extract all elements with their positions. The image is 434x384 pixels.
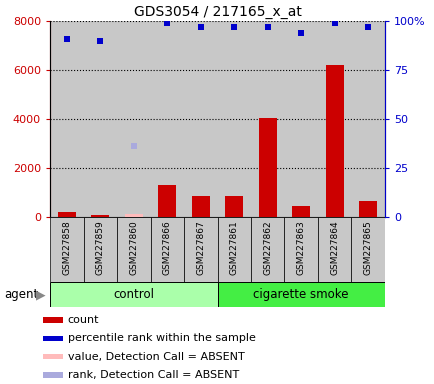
Bar [57,212,76,217]
Title: GDS3054 / 217165_x_at: GDS3054 / 217165_x_at [133,5,301,19]
Bar [284,217,317,282]
Bar [43,336,62,341]
Text: GSM227859: GSM227859 [95,220,105,275]
Bar [317,21,351,217]
Bar [91,215,109,217]
Text: count: count [68,315,99,325]
Bar [351,21,384,217]
Bar [150,21,184,217]
Bar [291,207,310,217]
Bar [191,196,210,217]
Text: GSM227861: GSM227861 [229,220,238,275]
Text: control: control [113,288,154,301]
Bar [317,217,351,282]
Bar [250,21,284,217]
Bar [124,214,143,217]
Text: GSM227863: GSM227863 [296,220,305,275]
Text: GSM227860: GSM227860 [129,220,138,275]
Bar [191,196,210,217]
Bar [291,207,310,217]
Bar [325,65,343,217]
Bar [258,118,276,217]
Text: agent: agent [4,288,39,301]
Bar [150,217,184,282]
Bar [358,201,377,217]
Bar [83,217,117,282]
Text: percentile rank within the sample: percentile rank within the sample [68,333,255,343]
Bar [224,196,243,217]
Text: GSM227858: GSM227858 [62,220,71,275]
Text: value, Detection Call = ABSENT: value, Detection Call = ABSENT [68,352,244,362]
Bar [50,217,83,282]
Bar [124,214,143,217]
Bar [224,196,243,217]
Text: GSM227866: GSM227866 [162,220,171,275]
Bar [217,282,384,307]
Bar [57,212,76,217]
Bar [258,118,276,217]
Bar [43,354,62,359]
Bar [117,217,150,282]
Text: GSM227865: GSM227865 [363,220,372,275]
Bar [250,217,284,282]
Bar [351,217,384,282]
Bar [43,372,62,377]
Bar [358,201,377,217]
Text: cigarette smoke: cigarette smoke [253,288,348,301]
Text: rank, Detection Call = ABSENT: rank, Detection Call = ABSENT [68,370,239,380]
Bar [50,282,217,307]
Bar [117,21,150,217]
Text: GSM227864: GSM227864 [329,220,339,275]
Text: ▶: ▶ [36,288,46,301]
Bar [91,215,109,217]
Bar [43,318,62,323]
Bar [184,21,217,217]
Bar [217,217,250,282]
Bar [124,214,143,217]
Bar [158,185,176,217]
Text: GSM227867: GSM227867 [196,220,205,275]
Bar [217,21,250,217]
Bar [50,21,83,217]
Text: GSM227862: GSM227862 [263,220,272,275]
Bar [184,217,217,282]
Bar [325,65,343,217]
Bar [83,21,117,217]
Bar [284,21,317,217]
Bar [158,185,176,217]
